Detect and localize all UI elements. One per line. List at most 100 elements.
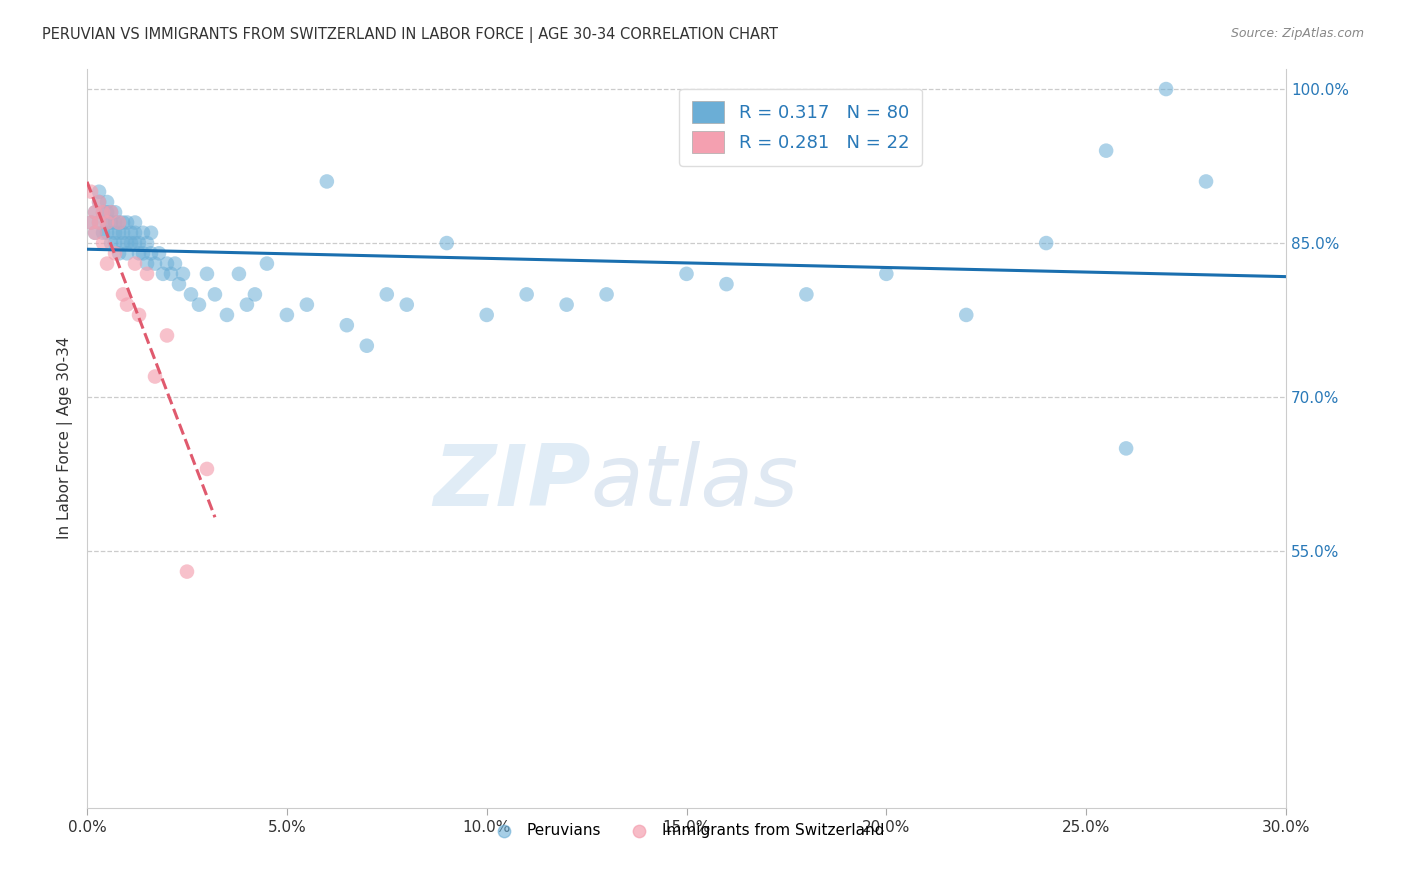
Point [132, 226, 155, 240]
Point [112, 287, 135, 301]
Point [112, 215, 135, 229]
Point [143, 257, 166, 271]
Point [120, 226, 142, 240]
Point [104, 246, 127, 260]
Point [104, 205, 127, 219]
Point [96, 215, 118, 229]
Point [108, 215, 131, 229]
Point [108, 215, 131, 229]
Point [128, 308, 150, 322]
Point [87, 194, 110, 209]
Text: Source: ZipAtlas.com: Source: ZipAtlas.com [1230, 27, 1364, 40]
Point [115, 215, 138, 229]
Point [100, 215, 122, 229]
Point [716, 277, 738, 292]
Point [84, 226, 107, 240]
Point [104, 226, 127, 240]
Text: atlas: atlas [591, 441, 799, 524]
Point [120, 235, 142, 250]
Point [955, 308, 977, 322]
Point [87, 215, 110, 229]
Point [172, 267, 194, 281]
Point [555, 298, 578, 312]
Point [1095, 144, 1118, 158]
Text: PERUVIAN VS IMMIGRANTS FROM SWITZERLAND IN LABOR FORCE | AGE 30-34 CORRELATION C: PERUVIAN VS IMMIGRANTS FROM SWITZERLAND … [42, 27, 778, 43]
Point [215, 308, 238, 322]
Point [124, 257, 146, 271]
Point [115, 246, 138, 260]
Point [104, 235, 127, 250]
Point [112, 226, 135, 240]
Point [356, 339, 378, 353]
Point [295, 298, 318, 312]
Point [156, 257, 179, 271]
Point [180, 287, 202, 301]
Point [675, 267, 697, 281]
Point [143, 369, 166, 384]
Point [195, 267, 218, 281]
Point [96, 215, 118, 229]
Point [243, 287, 266, 301]
Point [228, 267, 250, 281]
Point [124, 226, 146, 240]
Point [87, 215, 110, 229]
Point [156, 328, 179, 343]
Point [100, 205, 122, 219]
Point [1035, 235, 1057, 250]
Point [595, 287, 617, 301]
Point [315, 174, 337, 188]
Point [80, 215, 103, 229]
Point [875, 267, 897, 281]
Point [136, 235, 159, 250]
Point [195, 462, 218, 476]
Point [475, 308, 498, 322]
Point [108, 246, 131, 260]
Point [108, 226, 131, 240]
Point [256, 257, 278, 271]
Point [128, 246, 150, 260]
Point [128, 235, 150, 250]
Point [91, 226, 114, 240]
Point [124, 215, 146, 229]
Point [91, 205, 114, 219]
Point [80, 215, 103, 229]
Point [204, 287, 226, 301]
Point [1115, 442, 1137, 456]
Point [176, 565, 198, 579]
Point [112, 235, 135, 250]
Point [96, 257, 118, 271]
Point [395, 298, 418, 312]
Legend: Peruvians, Immigrants from Switzerland: Peruvians, Immigrants from Switzerland [482, 817, 891, 845]
Point [163, 257, 186, 271]
Point [87, 185, 110, 199]
Point [167, 277, 190, 292]
Point [96, 194, 118, 209]
Point [160, 267, 183, 281]
Point [115, 298, 138, 312]
Point [84, 205, 107, 219]
Point [96, 226, 118, 240]
Point [136, 267, 159, 281]
Point [132, 246, 155, 260]
Point [188, 298, 211, 312]
Point [84, 226, 107, 240]
Point [1154, 82, 1177, 96]
Point [139, 226, 162, 240]
Point [96, 205, 118, 219]
Point [84, 205, 107, 219]
Y-axis label: In Labor Force | Age 30-34: In Labor Force | Age 30-34 [58, 337, 73, 540]
Point [236, 298, 259, 312]
Point [375, 287, 398, 301]
Text: ZIP: ZIP [433, 441, 591, 524]
Point [115, 235, 138, 250]
Point [276, 308, 298, 322]
Point [796, 287, 818, 301]
Point [1195, 174, 1218, 188]
Point [148, 246, 170, 260]
Point [139, 246, 162, 260]
Point [124, 235, 146, 250]
Point [100, 205, 122, 219]
Point [100, 235, 122, 250]
Point [136, 257, 159, 271]
Point [87, 194, 110, 209]
